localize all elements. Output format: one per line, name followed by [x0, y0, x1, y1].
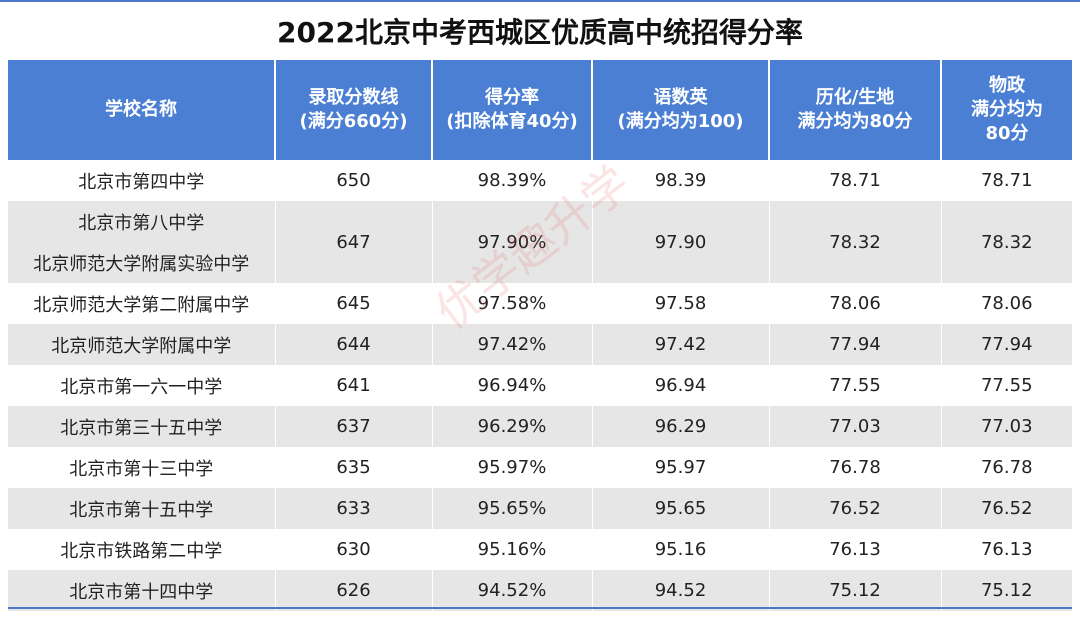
col-header-rate: 得分率 (扣除体育40分)	[431, 60, 593, 160]
table-row: 北京市第十四中学 626 94.52% 94.52 75.12 75.12	[8, 570, 1072, 611]
wz-score: 77.03	[940, 406, 1072, 447]
table-row: 北京市第三十五中学 637 96.29% 96.29 77.03 77.03	[8, 406, 1072, 447]
table-header-row: 学校名称 录取分数线 (满分660分) 得分率 (扣除体育40分) 语数英 (满…	[8, 60, 1072, 160]
table-row: 北京市第八中学 647 97.90% 97.90 78.32 78.32	[8, 201, 1072, 283]
score-rate: 97.90%	[431, 201, 593, 283]
wz-score: 77.94	[940, 324, 1072, 365]
yse-score: 97.42	[591, 324, 770, 365]
yse-score: 96.94	[591, 365, 770, 406]
lh-score: 76.13	[768, 529, 942, 570]
cutoff-score: 644	[274, 324, 433, 365]
lh-score: 76.52	[768, 488, 942, 529]
score-rate: 98.39%	[431, 160, 593, 201]
score-table: 学校名称 录取分数线 (满分660分) 得分率 (扣除体育40分) 语数英 (满…	[8, 60, 1072, 611]
score-rate: 97.58%	[431, 283, 593, 324]
wz-score: 77.55	[940, 365, 1072, 406]
school-name: 北京市第四中学	[8, 160, 276, 201]
table-row: 北京师范大学附属中学 644 97.42% 97.42 77.94 77.94	[8, 324, 1072, 365]
cutoff-score: 630	[274, 529, 433, 570]
table-row: 北京市第十五中学 633 95.65% 95.65 76.52 76.52	[8, 488, 1072, 529]
wz-score: 76.13	[940, 529, 1072, 570]
lh-score: 75.12	[768, 570, 942, 611]
school-name: 北京市第一六一中学	[8, 365, 276, 406]
cutoff-score: 633	[274, 488, 433, 529]
col-header-school: 学校名称	[8, 60, 276, 160]
lh-score: 77.55	[768, 365, 942, 406]
score-rate: 97.42%	[431, 324, 593, 365]
cutoff-score: 626	[274, 570, 433, 611]
score-rate: 95.16%	[431, 529, 593, 570]
school-name: 北京师范大学第二附属中学	[8, 283, 276, 324]
score-rate: 96.29%	[431, 406, 593, 447]
cutoff-score: 650	[274, 160, 433, 201]
school-name: 北京师范大学附属中学	[8, 324, 276, 365]
school-name: 北京市第八中学	[8, 201, 276, 242]
yse-score: 94.52	[591, 570, 770, 611]
cutoff-score: 637	[274, 406, 433, 447]
yse-score: 98.39	[591, 160, 770, 201]
wz-score: 75.12	[940, 570, 1072, 611]
school-name: 北京师范大学附属实验中学	[8, 242, 275, 283]
col-header-cutoff: 录取分数线 (满分660分)	[274, 60, 433, 160]
col-header-lh: 历化/生地 满分均为80分	[768, 60, 942, 160]
lh-score: 76.78	[768, 447, 942, 488]
school-name: 北京市第十五中学	[8, 488, 276, 529]
score-rate: 95.97%	[431, 447, 593, 488]
table-row: 北京市第四中学 650 98.39% 98.39 78.71 78.71	[8, 160, 1072, 201]
school-name: 北京市第十三中学	[8, 447, 276, 488]
yse-score: 96.29	[591, 406, 770, 447]
score-rate: 96.94%	[431, 365, 593, 406]
cutoff-score: 645	[274, 283, 433, 324]
col-header-wz: 物政 满分均为 80分	[940, 60, 1072, 160]
table-row: 北京师范大学第二附属中学 645 97.58% 97.58 78.06 78.0…	[8, 283, 1072, 324]
wz-score: 78.06	[940, 283, 1072, 324]
wz-score: 78.32	[940, 201, 1072, 283]
lh-score: 77.03	[768, 406, 942, 447]
score-rate: 94.52%	[431, 570, 593, 611]
cutoff-score: 635	[274, 447, 433, 488]
cutoff-score: 647	[274, 201, 433, 283]
school-name: 北京市第十四中学	[8, 570, 276, 611]
col-header-yse: 语数英 (满分均为100)	[591, 60, 770, 160]
yse-score: 97.90	[591, 201, 770, 283]
table-row: 北京市铁路第二中学 630 95.16% 95.16 76.13 76.13	[8, 529, 1072, 570]
table-row: 北京师范大学附属实验中学	[8, 242, 1072, 283]
school-name: 北京市铁路第二中学	[8, 529, 276, 570]
lh-score: 77.94	[768, 324, 942, 365]
yse-score: 95.16	[591, 529, 770, 570]
page-title: 2022北京中考西城区优质高中统招得分率	[0, 0, 1080, 60]
wz-score: 76.52	[940, 488, 1072, 529]
yse-score: 97.58	[591, 283, 770, 324]
lh-score: 78.71	[768, 160, 942, 201]
table-row: 北京市第一六一中学 641 96.94% 96.94 77.55 77.55	[8, 365, 1072, 406]
score-rate: 95.65%	[431, 488, 593, 529]
lh-score: 78.32	[768, 201, 942, 283]
table-row: 北京市第十三中学 635 95.97% 95.97 76.78 76.78	[8, 447, 1072, 488]
yse-score: 95.97	[591, 447, 770, 488]
bottom-rule	[8, 607, 1072, 609]
yse-score: 95.65	[591, 488, 770, 529]
wz-score: 76.78	[940, 447, 1072, 488]
wz-score: 78.71	[940, 160, 1072, 201]
school-name: 北京市第三十五中学	[8, 406, 276, 447]
lh-score: 78.06	[768, 283, 942, 324]
cutoff-score: 641	[274, 365, 433, 406]
